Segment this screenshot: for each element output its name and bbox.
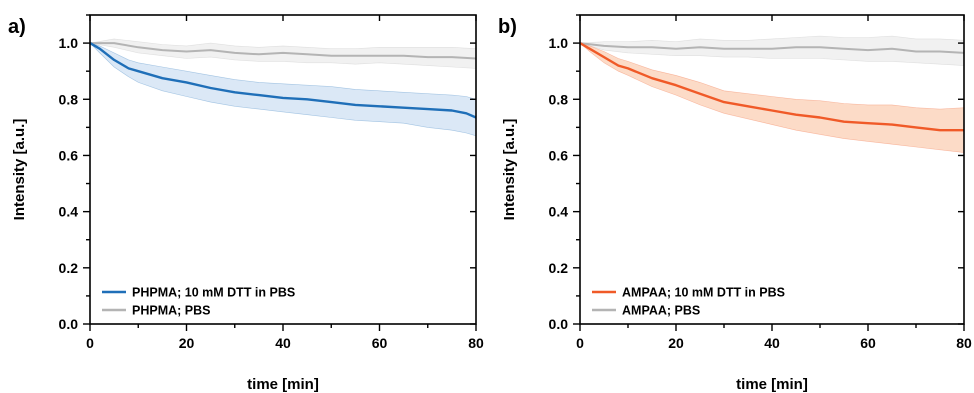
legend-label: PHPMA; PBS [132,304,210,318]
y-tick-label: 0.6 [549,147,569,163]
legend-label: AMPAA; PBS [622,304,700,318]
legend-label: AMPAA; 10 mM DTT in PBS [622,286,785,300]
x-tick-label: 0 [576,335,584,351]
series-line-1 [579,42,964,132]
x-axis-title: time [min] [736,376,808,393]
y-tick-label: 0.4 [549,204,569,220]
x-tick-label: 20 [179,335,195,351]
x-axis-title: time [min] [247,376,319,393]
chart-panel-2: b) 0 20 40 60 80 0.0 0.2 0.4 0.6 0.8 1.0 time [min] I… [498,14,972,393]
legend: PHPMA; 10 mM DTT in PBS PHPMA; PBS [102,286,295,318]
x-tick-label: 20 [668,335,684,351]
legend: AMPAA; 10 mM DTT in PBS AMPAA; PBS [592,286,785,318]
y-tick-label: 0.6 [59,147,79,163]
x-tick-label: 40 [764,335,780,351]
y-tick-label: 0.0 [549,316,569,332]
panel-label: b) [498,16,517,38]
chart-panel-1: a) 0 20 40 60 80 0.0 0.2 0.4 0.6 0.8 1.0 time [min] I… [8,14,484,393]
y-axis-title: Intensity [a.u.] [11,119,28,221]
series-line-2 [579,42,965,54]
x-tick-label: 80 [468,335,484,351]
y-tick-label: 1.0 [549,35,569,51]
y-tick-label: 0.8 [549,91,569,107]
y-tick-label: 1.0 [59,35,79,51]
panel-label: a) [8,16,26,38]
x-tick-label: 60 [372,335,388,351]
y-tick-label: 0.8 [59,91,79,107]
legend-label: PHPMA; 10 mM DTT in PBS [132,286,295,300]
y-tick-label: 0.2 [59,260,79,276]
y-axis-title: Intensity [a.u.] [501,119,518,221]
x-tick-label: 60 [860,335,876,351]
x-tick-label: 80 [956,335,972,351]
x-tick-label: 40 [275,335,291,351]
x-tick-label: 0 [86,335,94,351]
y-tick-label: 0.2 [549,260,569,276]
y-tick-label: 0.0 [59,316,79,332]
y-tick-label: 0.4 [59,204,79,220]
series-line-2 [90,42,477,60]
series-line-1 [89,42,477,119]
